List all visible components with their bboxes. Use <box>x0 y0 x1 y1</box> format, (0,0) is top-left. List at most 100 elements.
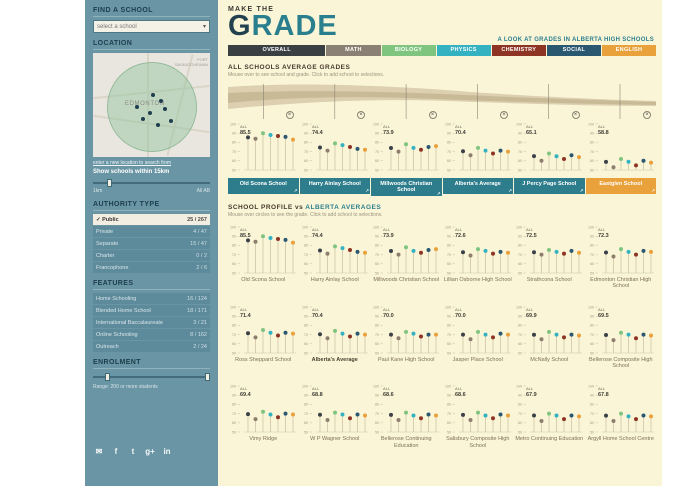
grade-dot-math[interactable] <box>325 418 330 423</box>
school-profile-cell[interactable]: 100 90 80 70 60 50 ALL 70.0 Paul Kane High Schoo… <box>371 302 442 370</box>
school-profile-cell[interactable]: 100 90 80 70 60 50 ALL 67.9 Metro Continuing Edu… <box>514 381 585 449</box>
school-profile-cell[interactable]: 100 90 80 70 60 50 ALL 85.5 Old Scona School <box>228 222 299 290</box>
grade-dot-overall[interactable] <box>603 250 608 255</box>
grade-dot-overall[interactable] <box>460 148 465 153</box>
grade-dot-chemistry[interactable] <box>419 147 423 152</box>
school-label-button[interactable]: Old Scona School ↗ <box>228 177 299 194</box>
grade-dot-english[interactable] <box>648 250 653 255</box>
grade-dot-biology[interactable] <box>404 329 409 334</box>
grade-dot-math[interactable] <box>539 419 544 424</box>
grade-dot-social[interactable] <box>569 152 574 157</box>
grade-dot-biology[interactable] <box>547 150 551 155</box>
grade-dot-physics[interactable] <box>340 246 345 251</box>
school-profile-cell[interactable]: 100 90 80 70 60 50 ALL 68.6 Bellerose Continuing… <box>371 381 442 449</box>
grade-dot-biology[interactable] <box>261 130 265 135</box>
school-profile-cell[interactable]: 100 90 80 70 60 50 ALL 72.3 Edmonton Christian H… <box>586 222 657 290</box>
grade-dot-biology[interactable] <box>618 247 623 252</box>
grade-dot-biology[interactable] <box>547 412 552 417</box>
grade-dot-chemistry[interactable] <box>490 150 495 155</box>
remove-school-button[interactable]: × <box>357 110 365 119</box>
grade-dot-chemistry[interactable] <box>562 251 567 256</box>
grade-dot-english[interactable] <box>648 160 653 165</box>
distance-slider-handle[interactable] <box>107 179 113 187</box>
grade-dot-social[interactable] <box>498 148 502 153</box>
grade-dot-chemistry[interactable] <box>490 416 495 421</box>
tab-overall[interactable]: OVERALL <box>228 44 326 56</box>
school-map-dot[interactable] <box>169 119 173 123</box>
grade-dot-chemistry[interactable] <box>347 248 352 253</box>
grade-dot-biology[interactable] <box>261 327 266 332</box>
grade-dot-overall[interactable] <box>603 332 608 337</box>
filter-outreach[interactable]: Outreach 2 / 24 <box>93 341 210 352</box>
grade-dot-social[interactable] <box>355 331 360 336</box>
school-profile-cell[interactable]: 100 90 80 70 60 50 ALL 70.0 Jasper Place School <box>443 302 514 370</box>
grade-dot-english[interactable] <box>577 414 582 419</box>
twitter-icon[interactable]: t <box>131 446 135 456</box>
grade-dot-chemistry[interactable] <box>276 333 281 338</box>
grade-dot-overall[interactable] <box>532 250 537 255</box>
school-profile-cell[interactable]: 100 90 80 70 60 50 ALL 72.5 Strathcona School <box>514 222 585 290</box>
grade-dot-math[interactable] <box>468 253 473 258</box>
grade-dot-social[interactable] <box>355 412 360 417</box>
grade-dot-biology[interactable] <box>261 234 266 239</box>
grade-dot-social[interactable] <box>283 238 288 243</box>
school-profile-cell[interactable]: 100 90 80 70 60 50 ALL 72.6 Lillian Osborne High… <box>443 222 514 290</box>
grade-dot-chemistry[interactable] <box>633 336 638 341</box>
grade-dot-social[interactable] <box>426 144 431 149</box>
grade-dot-social[interactable] <box>569 332 574 337</box>
grade-dot-chemistry[interactable] <box>633 162 638 167</box>
grade-dot-math[interactable] <box>396 336 401 341</box>
enrolment-slider[interactable] <box>93 372 210 382</box>
grade-dot-chemistry[interactable] <box>490 335 495 340</box>
grade-dot-physics[interactable] <box>554 250 559 255</box>
school-map-dot[interactable] <box>148 111 152 115</box>
grade-dot-social[interactable] <box>283 134 288 139</box>
school-profile-cell[interactable]: 100 90 80 70 60 50 ALL 69.9 McNally School <box>514 302 585 370</box>
remove-school-button[interactable]: × <box>285 110 294 119</box>
school-map-dot[interactable] <box>141 117 145 121</box>
google-plus-icon[interactable]: g+ <box>145 446 155 456</box>
grade-dot-math[interactable] <box>611 337 616 342</box>
email-icon[interactable]: ✉ <box>95 446 103 456</box>
grade-dot-social[interactable] <box>355 250 360 255</box>
remove-school-button[interactable]: × <box>428 110 437 119</box>
grade-dot-overall[interactable] <box>317 248 322 253</box>
grade-dot-biology[interactable] <box>404 141 408 146</box>
new-location-link[interactable]: enter a new location to search from <box>93 160 172 166</box>
tab-math[interactable]: MATH <box>326 44 381 56</box>
facebook-icon[interactable]: f <box>114 446 118 456</box>
enrolment-min-handle[interactable] <box>104 373 110 381</box>
grade-dot-physics[interactable] <box>411 331 416 336</box>
grade-dot-physics[interactable] <box>268 132 273 137</box>
grade-dot-math[interactable] <box>253 335 258 340</box>
grade-dot-english[interactable] <box>362 147 367 152</box>
grade-dot-math[interactable] <box>611 164 615 169</box>
grade-dot-chemistry[interactable] <box>562 335 567 340</box>
enrolment-max-handle[interactable] <box>205 373 210 381</box>
grade-dot-biology[interactable] <box>475 247 480 252</box>
grade-dot-physics[interactable] <box>626 414 631 419</box>
grade-dot-chemistry[interactable] <box>347 144 352 149</box>
grade-dot-english[interactable] <box>291 137 295 142</box>
grade-dot-overall[interactable] <box>603 159 608 164</box>
remove-school-button[interactable]: × <box>571 110 580 119</box>
grade-dot-social[interactable] <box>569 413 574 418</box>
school-profile-cell[interactable]: 100 90 80 70 60 50 ALL 69.5 Bellerose Composite … <box>586 302 657 370</box>
grade-dot-social[interactable] <box>426 332 431 337</box>
grade-dot-math[interactable] <box>539 158 544 163</box>
grade-dot-physics[interactable] <box>626 250 631 255</box>
school-map-dot[interactable] <box>151 93 155 97</box>
grade-dot-biology[interactable] <box>618 412 623 417</box>
grade-dot-english[interactable] <box>505 332 510 337</box>
school-label-button[interactable]: Alberta's Average ↗ <box>442 177 513 194</box>
